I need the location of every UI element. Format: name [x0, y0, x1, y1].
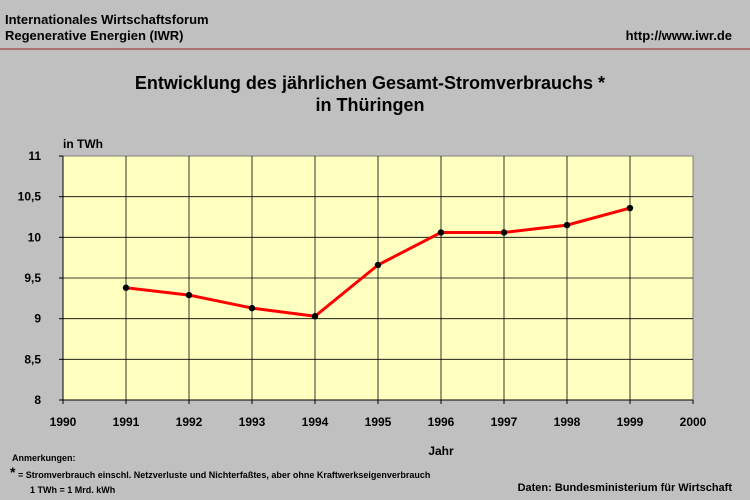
- footnote-star: *: [10, 464, 16, 480]
- x-axis-label: Jahr: [428, 444, 454, 458]
- data-point: [500, 229, 508, 236]
- x-tick-label: 1990: [50, 415, 77, 429]
- y-tick-label: 10: [28, 230, 42, 244]
- footnote-text: = Stromverbrauch einschl. Netzverluste u…: [18, 470, 431, 480]
- data-source: Daten: Bundesministerium für Wirtschaft: [517, 482, 732, 494]
- header-divider: [0, 48, 750, 50]
- y-tick-label: 9,5: [24, 271, 41, 285]
- data-point: [185, 291, 193, 299]
- data-point: [311, 313, 319, 320]
- organization-header: Internationales Wirtschaftsforum Regener…: [5, 12, 209, 44]
- notes-label: Anmerkungen:: [12, 453, 76, 463]
- y-tick-label: 10,5: [18, 190, 42, 204]
- organization-name-line2: Regenerative Energien (IWR): [5, 28, 184, 43]
- y-tick-label: 9: [34, 312, 41, 326]
- x-tick-label: 1993: [239, 415, 266, 429]
- organization-name-line1: Internationales Wirtschaftsforum: [5, 12, 209, 27]
- x-tick-label: 1996: [428, 415, 455, 429]
- x-tick-label: 1997: [491, 415, 518, 429]
- chart-title: Entwicklung des jährlichen Gesamt-Stromv…: [0, 72, 740, 116]
- data-point: [626, 204, 634, 212]
- x-tick-label: 1992: [176, 415, 203, 429]
- chart-title-line2: in Thüringen: [315, 95, 425, 115]
- data-point: [437, 229, 445, 236]
- x-tick-label: 1999: [617, 415, 644, 429]
- y-tick-label: 8,5: [24, 352, 41, 366]
- data-point: [122, 284, 130, 291]
- x-tick-label: 1991: [113, 415, 140, 429]
- data-point: [374, 261, 382, 269]
- data-point: [563, 221, 571, 229]
- y-tick-label: 11: [28, 149, 41, 163]
- y-axis-label: in TWh: [63, 137, 103, 151]
- chart-title-line1: Entwicklung des jährlichen Gesamt-Stromv…: [134, 73, 606, 93]
- y-tick-label: 8: [34, 393, 41, 407]
- unit-note: 1 TWh = 1 Mrd. kWh: [30, 485, 116, 495]
- x-tick-label: 2000: [680, 415, 707, 429]
- x-tick-label: 1994: [302, 415, 329, 429]
- x-tick-label: 1998: [554, 415, 581, 429]
- data-point: [248, 304, 256, 312]
- x-tick-label: 1995: [365, 415, 392, 429]
- website-url[interactable]: http://www.iwr.de: [625, 28, 732, 43]
